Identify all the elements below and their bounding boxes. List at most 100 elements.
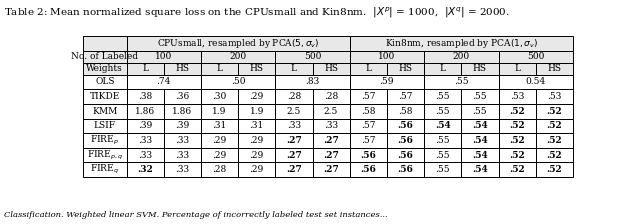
Bar <box>424 89 461 104</box>
Bar <box>424 148 461 162</box>
Bar <box>424 118 461 133</box>
Text: .58: .58 <box>398 107 413 116</box>
Bar <box>536 89 573 104</box>
Bar <box>127 75 201 89</box>
Bar <box>238 118 275 133</box>
Text: L: L <box>440 64 445 73</box>
Bar <box>349 148 387 162</box>
Bar <box>201 75 275 89</box>
Bar <box>164 63 201 75</box>
Text: .29: .29 <box>250 92 264 101</box>
Bar <box>201 133 238 148</box>
Bar <box>201 104 238 118</box>
Bar <box>461 162 499 177</box>
Bar <box>349 89 387 104</box>
Bar <box>461 133 499 148</box>
Text: Weights: Weights <box>86 64 123 73</box>
Text: 100: 100 <box>155 52 172 61</box>
Text: FIRE$_{p,q}$: FIRE$_{p,q}$ <box>86 149 123 162</box>
Bar <box>424 51 499 63</box>
Bar <box>83 51 127 63</box>
Bar <box>127 51 201 63</box>
Bar <box>238 118 275 133</box>
Bar <box>461 89 499 104</box>
Bar <box>536 118 573 133</box>
Bar <box>127 162 164 177</box>
Text: .55: .55 <box>472 92 487 101</box>
Bar <box>424 63 461 75</box>
Text: .52: .52 <box>547 107 562 116</box>
Bar <box>275 63 312 75</box>
Bar <box>312 89 349 104</box>
Text: .52: .52 <box>509 165 525 174</box>
Bar <box>424 133 461 148</box>
Bar <box>83 104 127 118</box>
Text: .33: .33 <box>138 151 152 159</box>
Bar <box>312 118 349 133</box>
Text: CPUsmall, resampled by PCA$(5, \sigma_v)$: CPUsmall, resampled by PCA$(5, \sigma_v)… <box>157 37 319 50</box>
Text: .74: .74 <box>157 78 171 86</box>
Text: .53: .53 <box>547 92 561 101</box>
Bar <box>127 104 164 118</box>
Text: .27: .27 <box>286 136 302 145</box>
Bar <box>349 75 424 89</box>
Bar <box>499 133 536 148</box>
Text: .31: .31 <box>212 121 227 130</box>
Bar <box>536 148 573 162</box>
Bar <box>499 148 536 162</box>
Bar <box>312 148 349 162</box>
Bar <box>349 75 424 89</box>
Bar <box>238 89 275 104</box>
Text: .57: .57 <box>361 121 376 130</box>
Bar <box>349 51 424 63</box>
Bar <box>127 162 164 177</box>
Bar <box>275 63 312 75</box>
Bar <box>127 89 164 104</box>
Bar <box>349 63 387 75</box>
Bar <box>127 104 164 118</box>
Bar <box>275 148 312 162</box>
Bar <box>164 118 201 133</box>
Bar <box>83 75 127 89</box>
Bar <box>536 162 573 177</box>
Text: .56: .56 <box>397 151 413 159</box>
Bar <box>349 104 387 118</box>
Text: L: L <box>514 64 520 73</box>
Bar <box>424 118 461 133</box>
Bar <box>424 133 461 148</box>
Bar <box>536 148 573 162</box>
Text: TIKDE: TIKDE <box>90 92 120 101</box>
Text: .27: .27 <box>323 165 339 174</box>
Text: L: L <box>291 64 297 73</box>
Bar <box>275 104 312 118</box>
Bar <box>424 75 499 89</box>
Bar <box>164 63 201 75</box>
Bar <box>238 133 275 148</box>
Text: FIRE$_q$: FIRE$_q$ <box>90 163 119 176</box>
Bar <box>164 89 201 104</box>
Text: .55: .55 <box>435 136 450 145</box>
Text: HS: HS <box>324 64 338 73</box>
Bar <box>387 104 424 118</box>
Bar <box>127 133 164 148</box>
Bar <box>499 148 536 162</box>
Bar <box>536 104 573 118</box>
Text: .29: .29 <box>212 136 227 145</box>
Text: .83: .83 <box>305 78 319 86</box>
Bar <box>275 133 312 148</box>
Bar <box>238 162 275 177</box>
Bar <box>83 63 127 75</box>
Text: .55: .55 <box>435 165 450 174</box>
Text: HS: HS <box>175 64 189 73</box>
Bar <box>349 36 573 51</box>
Text: .54: .54 <box>472 151 488 159</box>
Bar <box>387 133 424 148</box>
Bar <box>275 89 312 104</box>
Text: FIRE$_p$: FIRE$_p$ <box>90 134 119 147</box>
Bar <box>424 104 461 118</box>
Bar <box>499 133 536 148</box>
Text: .29: .29 <box>212 151 227 159</box>
Text: .55: .55 <box>435 151 450 159</box>
Text: .29: .29 <box>250 136 264 145</box>
Text: .29: .29 <box>250 151 264 159</box>
